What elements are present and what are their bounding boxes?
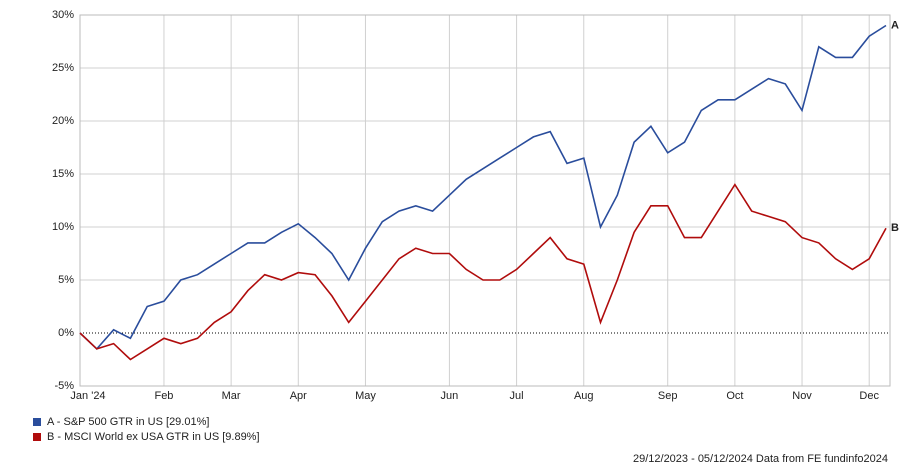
y-tick-label: -5% <box>54 380 74 392</box>
y-tick-label: 5% <box>58 274 74 286</box>
legend-label: A - S&P 500 GTR in US [29.01%] <box>47 416 209 428</box>
y-tick-label: 30% <box>52 9 74 21</box>
x-tick-label: May <box>355 390 376 402</box>
x-tick-label: Dec <box>859 390 879 402</box>
y-tick-label: 10% <box>52 221 74 233</box>
legend-label: B - MSCI World ex USA GTR in US [9.89%] <box>47 431 260 443</box>
x-tick-label: Oct <box>726 390 743 402</box>
x-tick-label: Nov <box>792 390 812 402</box>
end-label: A <box>891 19 899 31</box>
end-label: B <box>891 222 899 234</box>
y-tick-label: 0% <box>58 327 74 339</box>
x-tick-label: Feb <box>154 390 173 402</box>
plot-frame <box>79 14 891 387</box>
x-tick-label: Apr <box>290 390 307 402</box>
y-tick-label: 25% <box>52 62 74 74</box>
legend-swatch <box>33 433 41 441</box>
y-tick-label: 15% <box>52 168 74 180</box>
x-tick-label: Aug <box>574 390 594 402</box>
x-tick-label: Jul <box>510 390 524 402</box>
x-tick-label: Mar <box>222 390 241 402</box>
x-tick-label: Sep <box>658 390 678 402</box>
source: 29/12/2023 - 05/12/2024 Data from FE fun… <box>633 453 888 465</box>
y-tick-label: 20% <box>52 115 74 127</box>
legend-swatch <box>33 418 41 426</box>
x-tick-label: Jan '24 <box>70 390 105 402</box>
series-line <box>79 24 887 351</box>
series-line <box>79 183 887 361</box>
x-tick-label: Jun <box>441 390 459 402</box>
